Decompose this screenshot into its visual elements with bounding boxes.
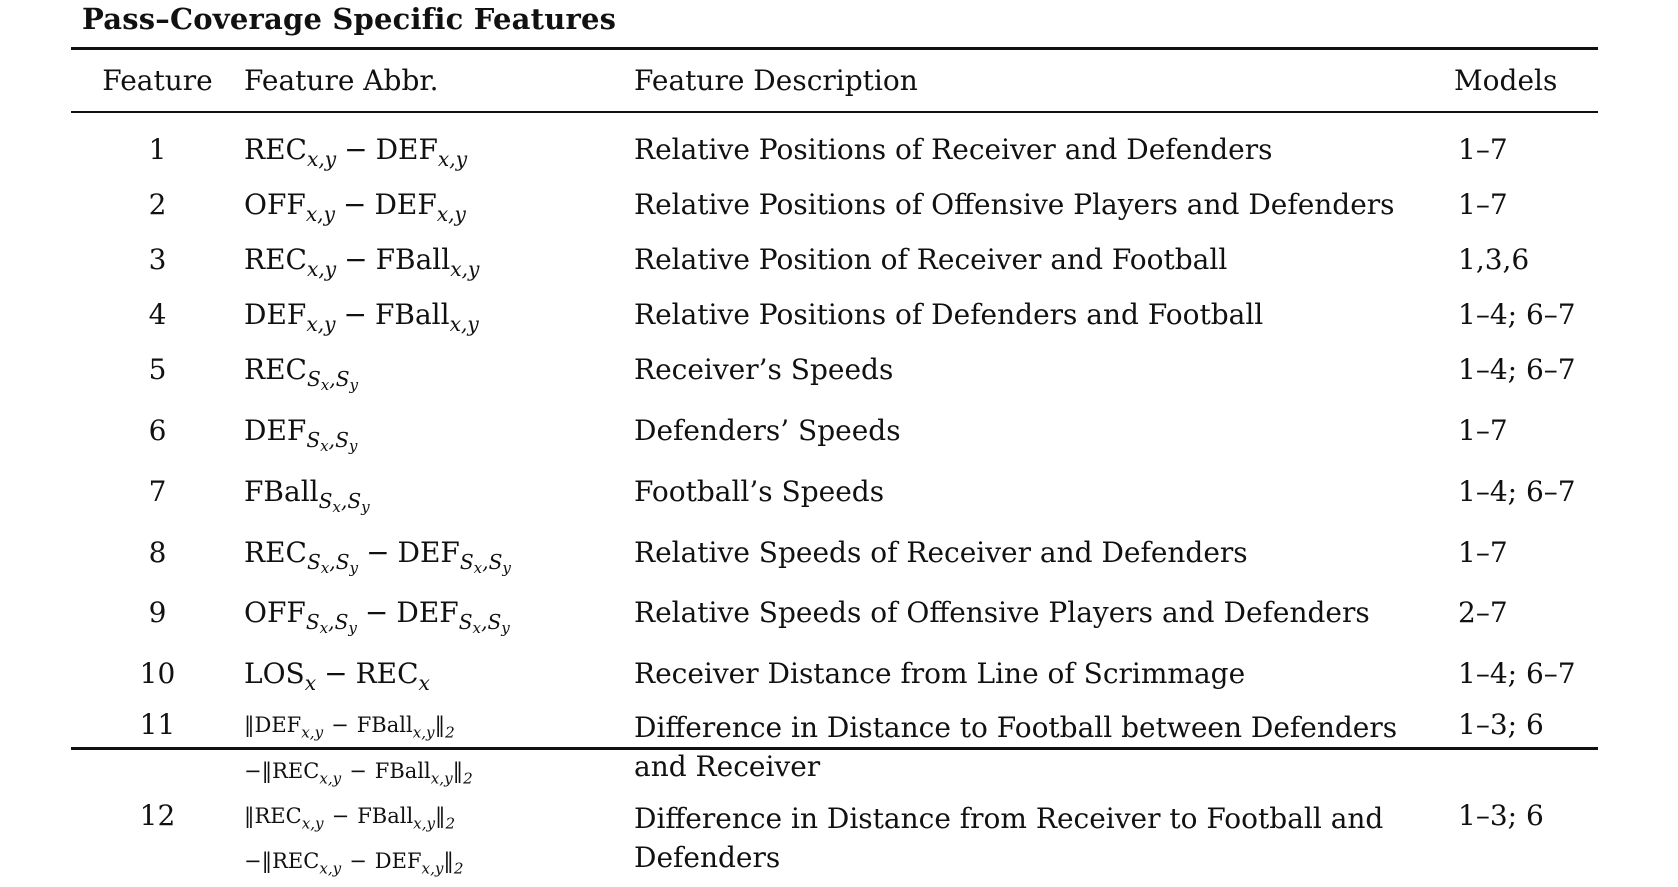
feature-models: 1–3; 6 (1458, 798, 1544, 832)
table-row: 1 RECx,y − DEFx,y Relative Positions of Rece… (71, 127, 1598, 182)
table-row: 10 LOSx − RECx Receiver Distance from Line o… (71, 651, 1598, 706)
table-row: 12 ‖RECx,y − FBallx,y‖2 −‖RECx,y − DEFx,y‖2 Dif… (71, 797, 1598, 887)
feature-models: 1–7 (1458, 535, 1508, 569)
table-caption: Pass–Coverage Specific Features (82, 2, 617, 36)
table-row: 3 RECx,y − FBallx,y Relative Position of Rec… (71, 237, 1598, 292)
feature-models: 1,3,6 (1458, 243, 1530, 277)
feature-models: 1–4; 6–7 (1458, 474, 1576, 508)
header-models: Models (1454, 64, 1558, 97)
feature-description: Relative Speeds of Receiver and Defender… (634, 535, 1248, 569)
header-feature: Feature (102, 64, 213, 97)
feature-abbr: ‖DEFx,y − FBallx,y‖2 −‖RECx,y − FBallx,y‖2 (244, 713, 473, 787)
header-row: Feature Feature Abbr. Feature Descriptio… (71, 50, 1598, 111)
feature-description: Receiver Distance from Line of Scrimmage (634, 657, 1246, 691)
feature-models: 1–4; 6–7 (1458, 298, 1576, 332)
feature-number: 2 (148, 188, 167, 222)
feature-abbr: RECx,y − FBallx,y (244, 243, 480, 282)
features-table: Feature Feature Abbr. Feature Descriptio… (71, 50, 1598, 887)
feature-description: Relative Positions of Defenders and Foot… (634, 298, 1264, 332)
feature-abbr: DEFx,y − FBallx,y (244, 298, 479, 337)
feature-number: 11 (139, 708, 176, 742)
feature-abbr: OFFSx,Sy − DEFSx,Sy (244, 596, 510, 638)
feature-models: 1–4; 6–7 (1458, 353, 1576, 387)
feature-description: Relative Speeds of Offensive Players and… (634, 596, 1370, 630)
feature-description: Defenders’ Speeds (634, 414, 901, 447)
feature-number: 8 (148, 535, 167, 569)
header-rule (71, 111, 1598, 113)
feature-abbr: OFFx,y − DEFx,y (244, 188, 466, 227)
top-rule (71, 47, 1598, 50)
table-row: 2 OFFx,y − DEFx,y Relative Positions of Offe… (71, 182, 1598, 237)
feature-description: Difference in Distance from Receiver to … (634, 801, 1384, 874)
feature-models: 1–4; 6–7 (1458, 657, 1576, 691)
feature-models: 1–7 (1458, 188, 1508, 222)
table-row: 4 DEFx,y − FBallx,y Relative Positions of De… (71, 292, 1598, 347)
feature-description: Difference in Distance to Football betwe… (634, 711, 1398, 784)
table-row: 9 OFFSx,Sy − DEFSx,Sy Relative Speeds of Off… (71, 590, 1598, 651)
feature-abbr: RECSx,Sy (244, 353, 359, 394)
feature-description: Receiver’s Speeds (634, 353, 894, 387)
feature-number: 9 (148, 596, 167, 630)
feature-description: Relative Positions of Offensive Players … (634, 188, 1395, 222)
feature-number: 10 (139, 657, 176, 691)
table-row: 7 FBallSx,Sy Football’s Speeds 1–4; 6–7 (71, 469, 1598, 530)
feature-number: 4 (148, 298, 167, 332)
feature-models: 2–7 (1458, 596, 1508, 630)
bottom-rule (71, 747, 1598, 750)
table-row: 6 DEFSx,Sy Defenders’ Speeds 1–7 (71, 408, 1598, 469)
feature-number: 3 (148, 243, 167, 277)
feature-abbr: DEFSx,Sy (244, 414, 358, 455)
feature-models: 1–3; 6 (1458, 708, 1544, 742)
feature-abbr: ‖RECx,y − FBallx,y‖2 −‖RECx,y − DEFx,y‖2 (244, 803, 464, 878)
feature-number: 1 (148, 133, 167, 166)
table-body: 1 RECx,y − DEFx,y Relative Positions of Rece… (71, 111, 1598, 887)
feature-description: Relative Position of Receiver and Footba… (634, 243, 1228, 277)
feature-number: 7 (148, 474, 167, 508)
feature-abbr: RECSx,Sy − DEFSx,Sy (244, 535, 511, 577)
feature-abbr: RECx,y − DEFx,y (244, 133, 468, 172)
header-abbr: Feature Abbr. (244, 64, 439, 97)
feature-abbr: LOSx − RECx (244, 657, 430, 696)
feature-number: 5 (148, 353, 167, 387)
feature-models: 1–7 (1458, 414, 1508, 447)
feature-abbr: FBallSx,Sy (244, 474, 370, 516)
table-row: 8 RECSx,Sy − DEFSx,Sy Relative Speeds of Rec… (71, 530, 1598, 591)
feature-description: Relative Positions of Receiver and Defen… (634, 133, 1273, 166)
table-row: 5 RECSx,Sy Receiver’s Speeds 1–4; 6–7 (71, 347, 1598, 408)
feature-models: 1–7 (1458, 133, 1508, 166)
feature-description: Football’s Speeds (634, 474, 885, 508)
feature-number: 6 (148, 414, 167, 447)
table-row: 11 ‖DEFx,y − FBallx,y‖2 −‖RECx,y − FBallx,y‖2 D… (71, 706, 1598, 797)
feature-number: 12 (139, 798, 176, 832)
header-description: Feature Description (634, 64, 918, 97)
